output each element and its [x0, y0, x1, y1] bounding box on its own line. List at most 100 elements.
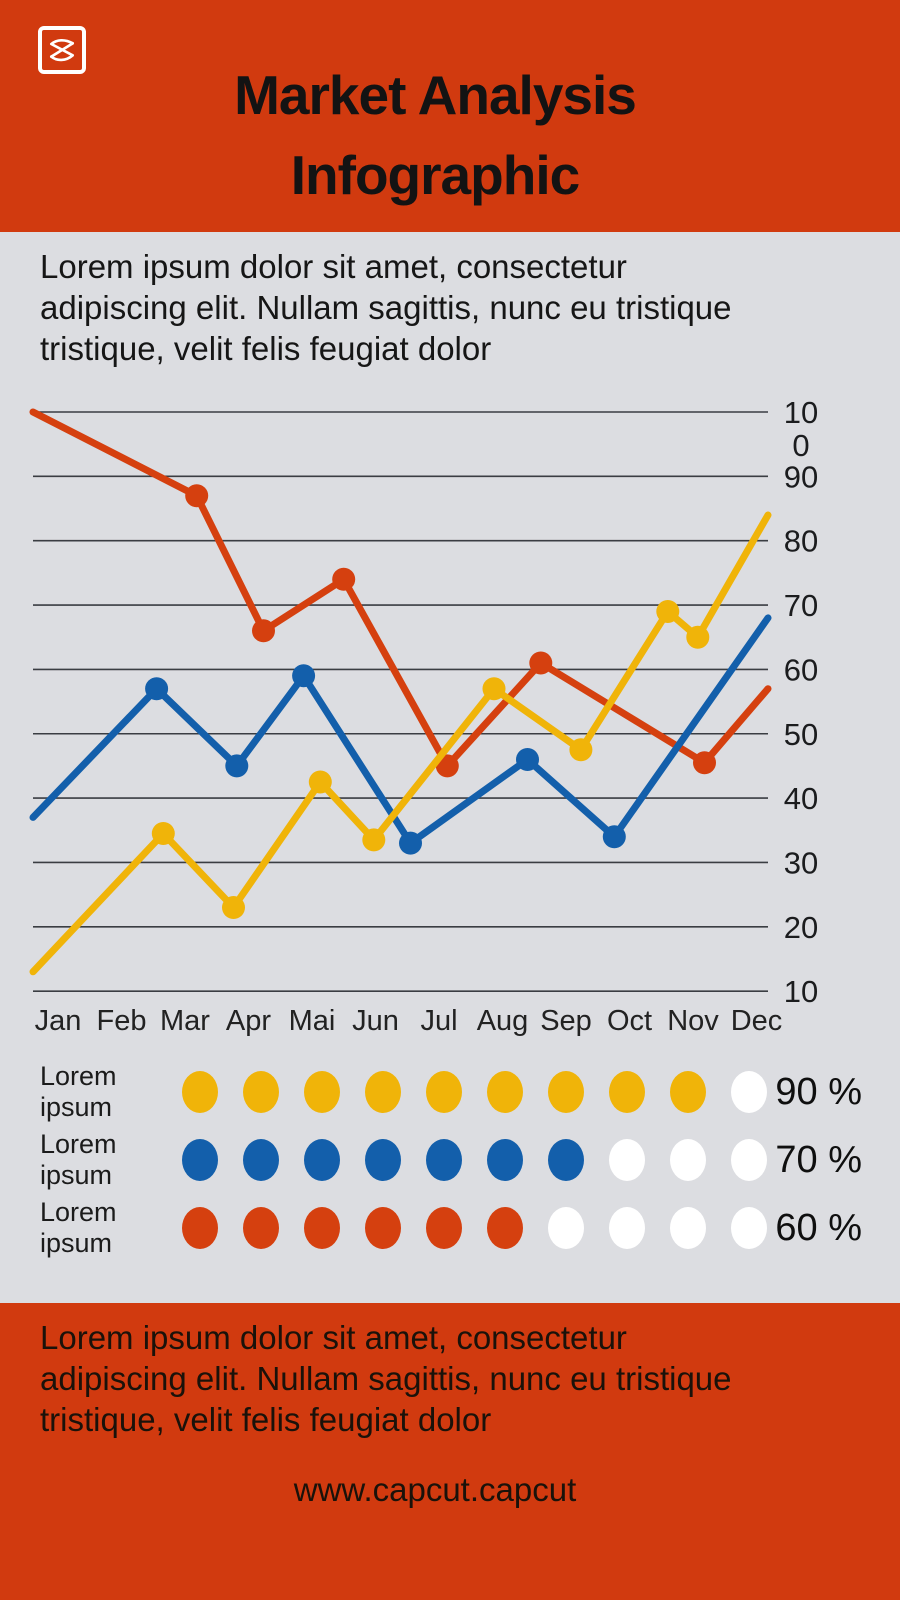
- x-axis-month-label: Sep: [540, 1005, 592, 1037]
- legend-dot-empty: [548, 1207, 585, 1249]
- legend-dot-filled: [304, 1207, 341, 1249]
- legend-dot-empty: [731, 1139, 768, 1181]
- y-tick-label: 60: [784, 652, 818, 687]
- legend-dot-filled: [182, 1139, 219, 1181]
- intro-paragraph: Lorem ipsum dolor sit amet, consectetur …: [40, 246, 860, 369]
- legend-dot-filled: [365, 1071, 402, 1113]
- series-yellow-point: [362, 828, 386, 852]
- legend-dot-empty: [731, 1071, 768, 1113]
- page-title-line1: Market Analysis: [234, 64, 637, 126]
- legend-row-red: Lorem ipsum 60 %: [40, 1197, 862, 1258]
- legend-dot-filled: [243, 1071, 280, 1113]
- y-tick-label: 50: [784, 717, 818, 752]
- footer-paragraph: Lorem ipsum dolor sit amet, consectetur …: [40, 1317, 732, 1440]
- legend-percent: 90 %: [775, 1070, 862, 1113]
- legend-label: Lorem ipsum: [40, 1129, 117, 1190]
- x-axis-month-label: Apr: [226, 1005, 271, 1037]
- legend-dot-filled: [243, 1139, 280, 1181]
- legend-percent: 70 %: [775, 1138, 862, 1181]
- series-yellow-point: [656, 600, 680, 623]
- legend-dot-empty: [670, 1139, 707, 1181]
- legend-dot-empty: [609, 1139, 646, 1181]
- series-blue-point: [516, 748, 539, 771]
- x-axis-month-label: Feb: [97, 1005, 147, 1037]
- legend-label: Lorem ipsum: [40, 1061, 117, 1122]
- series-red-line: [29, 408, 772, 770]
- y-tick-label: 70: [784, 588, 818, 623]
- y-tick-label: 80: [784, 524, 818, 559]
- series-blue-point: [292, 664, 316, 688]
- legend-dot-empty: [609, 1207, 646, 1249]
- line-chart: 10 090 80 70 60 50 40 30 20 10 Jan Feb Mar Apr Mai Jun J…: [29, 395, 818, 1037]
- chart-legend: Lorem ipsum 90 % Lorem ipsum 70 % Lorem …: [40, 1061, 862, 1273]
- legend-dot-filled: [548, 1139, 585, 1181]
- legend-dot-filled: [548, 1071, 585, 1113]
- page-title-line2: Infographic: [290, 144, 580, 206]
- y-tick-label: 40: [784, 781, 818, 816]
- legend-dot-filled: [243, 1207, 280, 1249]
- legend-dot-filled: [487, 1207, 524, 1249]
- legend-dots-red: [182, 1207, 768, 1249]
- series-yellow-line: [29, 511, 772, 976]
- x-axis-month-label: Mai: [289, 1005, 336, 1037]
- legend-dots-blue: [182, 1139, 768, 1181]
- x-axis-month-label: Jul: [420, 1005, 457, 1037]
- y-tick-label: 30: [784, 845, 818, 880]
- capcut-logo-glyph: [50, 38, 74, 62]
- legend-dot-empty: [670, 1207, 707, 1249]
- header-panel: Market Analysis Infographic: [0, 0, 900, 232]
- x-axis-month-label: Oct: [607, 1005, 652, 1037]
- intro-line: Lorem ipsum dolor sit amet, consectetur: [40, 248, 627, 285]
- series-red-point: [252, 619, 275, 643]
- series-red-point: [693, 751, 716, 775]
- x-axis-month-label: Aug: [477, 1005, 529, 1037]
- x-axis-month-label: Jun: [352, 1005, 399, 1037]
- series-blue-line: [29, 614, 772, 847]
- footer-panel: Lorem ipsum dolor sit amet, consectetur …: [0, 1303, 900, 1600]
- series-red-point: [185, 484, 209, 508]
- legend-dot-filled: [426, 1139, 463, 1181]
- page-title: Market Analysis Infographic: [0, 55, 870, 215]
- legend-dot-filled: [182, 1071, 219, 1113]
- legend-dot-filled: [304, 1139, 341, 1181]
- series-blue-point: [602, 825, 626, 849]
- legend-dot-filled: [487, 1071, 524, 1113]
- x-axis-month-label: Dec: [731, 1005, 783, 1037]
- legend-dot-filled: [426, 1071, 463, 1113]
- y-tick-label: 10 0: [784, 395, 818, 463]
- series-yellow-point: [151, 822, 175, 845]
- y-tick-label: 10: [784, 974, 818, 1009]
- series-blue-point: [145, 677, 169, 701]
- legend-dot-filled: [182, 1207, 219, 1249]
- x-axis-month-label: Nov: [667, 1005, 719, 1037]
- capcut-logo-icon: [38, 26, 86, 74]
- footer-line: Lorem ipsum dolor sit amet, consectetur: [40, 1319, 627, 1356]
- series-red-point: [332, 567, 356, 591]
- legend-dot-filled: [304, 1071, 341, 1113]
- intro-line: adipiscing elit. Nullam sagittis, nunc e…: [40, 289, 732, 326]
- legend-dots-yellow: [182, 1071, 768, 1113]
- series-yellow-point: [482, 677, 506, 701]
- series-red-point: [529, 651, 553, 675]
- series-yellow-point: [308, 770, 332, 794]
- legend-percent: 60 %: [775, 1206, 862, 1249]
- intro-line: tristique, velit felis feugiat dolor: [40, 330, 492, 367]
- series-blue-point: [399, 831, 422, 855]
- series-yellow-point: [222, 896, 245, 919]
- website-text: www.capcut.capcut: [293, 1471, 577, 1508]
- series-yellow-point: [569, 738, 593, 762]
- legend-dot-filled: [609, 1071, 646, 1113]
- legend-label: Lorem ipsum: [40, 1197, 117, 1258]
- series-blue-point: [225, 754, 249, 778]
- legend-dot-filled: [426, 1207, 463, 1249]
- legend-dot-filled: [365, 1139, 402, 1181]
- legend-dot-filled: [670, 1071, 707, 1113]
- legend-dot-filled: [487, 1139, 524, 1181]
- x-axis-month-label: Mar: [160, 1005, 210, 1037]
- y-tick-label: 20: [784, 910, 818, 945]
- legend-row-yellow: Lorem ipsum 90 %: [40, 1061, 862, 1122]
- x-axis-month-label: Jan: [35, 1005, 82, 1037]
- footer-line: adipiscing elit. Nullam sagittis, nunc e…: [40, 1360, 732, 1397]
- legend-row-blue: Lorem ipsum 70 %: [40, 1129, 862, 1190]
- y-tick-label: 90: [784, 459, 818, 494]
